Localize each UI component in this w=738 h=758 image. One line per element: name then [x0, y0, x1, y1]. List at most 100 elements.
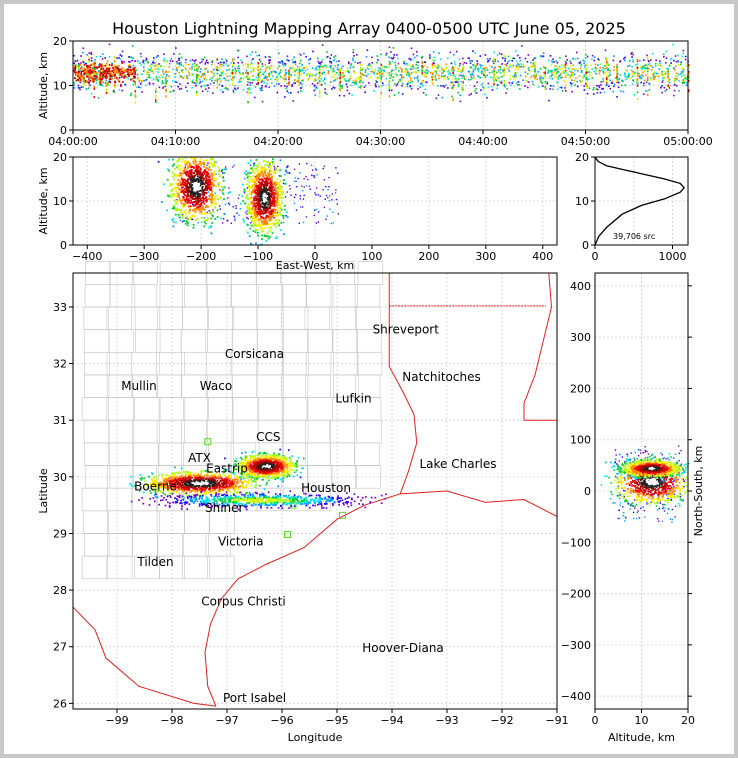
- alt-time-burst-point: [257, 64, 259, 67]
- alt-time-source-point: [552, 69, 555, 72]
- alt-time-source-point: [551, 71, 553, 74]
- ew-cluster-point: [278, 202, 280, 204]
- alt-time-burst-point: [105, 88, 108, 91]
- alt-time-source-point: [390, 74, 393, 77]
- ew-cluster-point: [250, 220, 253, 222]
- alt-time-core-point: [121, 62, 124, 64]
- ew-cluster-point: [247, 162, 250, 165]
- alt-time-source-point: [547, 72, 549, 74]
- alt-time-source-point: [527, 81, 530, 83]
- alt-time-source-point: [73, 87, 76, 89]
- ew-cluster-point: [273, 192, 275, 195]
- ew-cluster-point: [191, 195, 194, 198]
- alt-time-source-point: [668, 63, 671, 66]
- ew-cluster-point: [181, 178, 183, 181]
- alt-time-source-point: [268, 67, 271, 70]
- alt-time-core-point: [118, 76, 121, 79]
- alt-time-source-point: [283, 74, 286, 76]
- ew-cluster-point: [203, 183, 206, 186]
- alt-time-source-point: [422, 66, 425, 69]
- alt-time-source-point: [292, 100, 295, 102]
- alt-time-source-point: [300, 54, 302, 56]
- alt-time-source-point: [509, 78, 512, 80]
- ew-cluster-point: [206, 179, 208, 181]
- ew-cluster-point: [265, 201, 268, 204]
- alt-time-source-point: [454, 63, 456, 65]
- alt-time-burst-point: [155, 68, 157, 71]
- ew-cluster-point: [198, 179, 200, 182]
- ew-cluster-point: [185, 180, 188, 183]
- ew-cluster-point: [258, 199, 260, 202]
- alt-time-core-point: [111, 74, 114, 77]
- ew-cluster-point: [204, 185, 207, 188]
- alt-time-source-point: [546, 82, 549, 85]
- alt-time-source-point: [228, 68, 230, 71]
- alt-time-source-point: [622, 90, 625, 93]
- ew-cluster-point: [197, 195, 199, 198]
- alt-time-burst-point: [339, 87, 341, 90]
- ew-cluster-point: [249, 202, 252, 205]
- ew-cluster-point: [211, 195, 214, 198]
- alt-time-source-point: [268, 75, 271, 78]
- ew-cluster-point: [269, 204, 272, 207]
- ew-cluster-point: [207, 185, 210, 188]
- alt-time-source-point: [506, 62, 509, 65]
- alt-time-source-point: [487, 60, 490, 62]
- alt-time-source-point: [330, 60, 333, 63]
- ew-cluster-point: [193, 176, 196, 179]
- alt-time-source-point: [637, 83, 639, 85]
- ew-cluster-point: [188, 200, 190, 202]
- ew-cluster-point: [202, 171, 205, 174]
- alt-time-source-point: [76, 65, 79, 68]
- alt-time-burst-point: [636, 71, 639, 74]
- alt-time-burst-point: [105, 92, 108, 95]
- ew-cluster-point: [267, 164, 270, 167]
- alt-time-source-point: [84, 81, 87, 83]
- alt-time-source-point: [375, 85, 377, 88]
- alt-time-source-point: [643, 67, 646, 70]
- ew-scatter-point: [319, 195, 321, 197]
- alt-time-source-point: [221, 85, 224, 87]
- alt-time-burst-point: [88, 58, 90, 61]
- alt-time-source-point: [663, 70, 665, 73]
- ew-cluster-point: [270, 184, 273, 187]
- alt-time-source-point: [217, 62, 220, 65]
- alt-time-source-point: [654, 62, 657, 65]
- ew-cluster-point: [261, 227, 263, 230]
- ew-cluster-point: [258, 207, 261, 210]
- alt-time-source-point: [515, 82, 518, 84]
- alt-time-core-point: [75, 73, 78, 76]
- alt-time-source-point: [314, 94, 317, 97]
- ew-cluster-point: [271, 158, 274, 161]
- alt-time-source-point: [241, 61, 243, 64]
- alt-time-source-point: [434, 75, 437, 77]
- ew-cluster-point: [275, 214, 278, 217]
- alt-time-source-point: [176, 60, 178, 63]
- alt-time-burst-point: [360, 86, 362, 89]
- alt-time-source-point: [563, 69, 565, 72]
- ew-cluster-point: [269, 189, 271, 192]
- alt-time-source-point: [555, 65, 557, 68]
- alt-time-core-point: [92, 72, 95, 74]
- ew-cluster-point: [208, 226, 211, 229]
- ew-cluster-point: [207, 198, 210, 200]
- alt-time-source-point: [237, 56, 239, 59]
- alt-time-source-point: [161, 80, 164, 82]
- alt-time-source-point: [168, 71, 170, 73]
- alt-time-source-point: [250, 62, 253, 64]
- ew-cluster-point: [166, 168, 169, 171]
- alt-time-source-point: [297, 76, 300, 79]
- alt-time-source-point: [556, 81, 559, 83]
- alt-time-source-point: [480, 72, 483, 75]
- alt-time-source-point: [293, 56, 295, 58]
- ew-cluster-point: [212, 185, 215, 188]
- alt-time-source-point: [140, 73, 143, 75]
- alt-time-source-point: [191, 73, 194, 75]
- alt-time-source-point: [248, 78, 251, 81]
- alt-time-source-point: [332, 76, 335, 79]
- alt-time-source-point: [211, 79, 213, 82]
- alt-time-source-point: [200, 85, 203, 88]
- alt-time-source-point: [630, 77, 632, 80]
- ew-cluster-point: [275, 237, 277, 240]
- alt-time-source-point: [377, 59, 379, 61]
